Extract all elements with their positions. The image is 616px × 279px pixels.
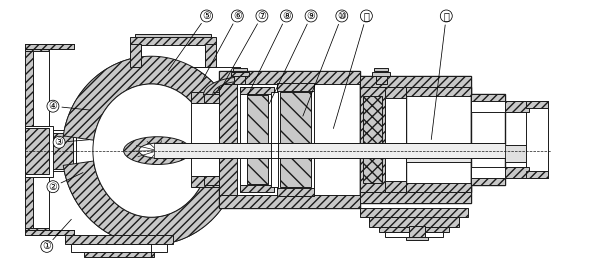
Bar xyxy=(407,87,471,97)
Bar xyxy=(203,175,219,185)
Bar xyxy=(219,195,360,208)
Bar xyxy=(505,101,529,112)
Polygon shape xyxy=(203,77,243,95)
Bar xyxy=(376,69,387,84)
Bar xyxy=(130,44,141,67)
Bar xyxy=(219,145,360,157)
Bar xyxy=(277,83,314,196)
Bar xyxy=(385,87,407,192)
Bar xyxy=(407,87,471,192)
Text: ⑦: ⑦ xyxy=(221,11,266,90)
Bar xyxy=(360,192,471,203)
Bar xyxy=(25,230,75,235)
Bar xyxy=(219,71,360,208)
Text: ⑨: ⑨ xyxy=(269,11,315,104)
Bar xyxy=(155,143,505,158)
Bar xyxy=(375,68,388,71)
Text: ②: ② xyxy=(49,173,83,192)
Bar xyxy=(360,76,471,203)
Bar xyxy=(205,44,216,67)
Bar xyxy=(370,217,458,227)
Bar xyxy=(526,171,548,178)
Bar xyxy=(84,252,155,258)
Bar xyxy=(280,92,311,187)
Bar xyxy=(360,87,385,192)
Text: ⑧: ⑧ xyxy=(248,11,291,95)
Text: ⑫: ⑫ xyxy=(431,11,449,140)
Bar xyxy=(277,188,314,196)
Bar xyxy=(234,69,245,84)
Bar xyxy=(49,133,73,169)
Bar xyxy=(240,87,274,94)
Bar xyxy=(505,167,529,178)
Bar xyxy=(372,72,391,76)
Ellipse shape xyxy=(124,137,191,165)
Bar xyxy=(130,37,216,45)
Bar xyxy=(471,94,505,185)
Bar xyxy=(191,175,219,187)
Bar xyxy=(385,98,407,181)
Text: ①: ① xyxy=(43,219,71,251)
Bar xyxy=(33,51,49,228)
Text: ⑤: ⑤ xyxy=(168,11,211,71)
Bar xyxy=(219,144,360,158)
Bar xyxy=(526,101,548,178)
Text: ⑪: ⑪ xyxy=(333,11,370,129)
Bar xyxy=(25,228,49,232)
Bar xyxy=(471,167,529,178)
Bar xyxy=(363,97,382,182)
Bar xyxy=(25,51,33,228)
Bar xyxy=(233,68,246,71)
Text: ④: ④ xyxy=(49,101,90,111)
Bar xyxy=(25,47,49,51)
Bar xyxy=(240,87,274,192)
Text: ⑩: ⑩ xyxy=(303,11,346,116)
Polygon shape xyxy=(63,56,239,140)
Text: ⑥: ⑥ xyxy=(202,11,241,81)
Bar xyxy=(407,237,428,240)
Ellipse shape xyxy=(62,56,240,245)
Bar xyxy=(230,72,249,76)
Bar xyxy=(277,83,314,91)
Bar xyxy=(360,76,471,87)
Ellipse shape xyxy=(93,84,209,217)
Bar xyxy=(49,130,76,171)
Bar xyxy=(219,71,360,84)
Bar xyxy=(246,95,268,184)
Ellipse shape xyxy=(139,143,176,158)
Bar xyxy=(240,185,274,192)
Bar xyxy=(25,128,49,174)
Bar xyxy=(191,92,219,104)
Bar xyxy=(25,44,75,49)
Bar xyxy=(410,226,425,237)
Bar xyxy=(407,145,471,162)
Polygon shape xyxy=(63,161,239,245)
Bar xyxy=(360,208,468,217)
Text: ③: ③ xyxy=(55,137,89,147)
Bar xyxy=(191,104,219,175)
Bar xyxy=(471,177,505,185)
Bar xyxy=(135,34,211,37)
Bar xyxy=(505,145,529,162)
Bar xyxy=(219,84,237,195)
Bar xyxy=(25,126,53,177)
Bar xyxy=(379,227,449,232)
Bar xyxy=(203,94,219,104)
Bar xyxy=(65,235,172,244)
Bar xyxy=(407,182,471,192)
Bar xyxy=(526,101,548,108)
Bar xyxy=(141,44,205,67)
Bar xyxy=(471,94,505,102)
Bar xyxy=(385,232,444,237)
Bar xyxy=(471,101,529,112)
Bar xyxy=(271,92,278,187)
Bar xyxy=(71,244,167,252)
